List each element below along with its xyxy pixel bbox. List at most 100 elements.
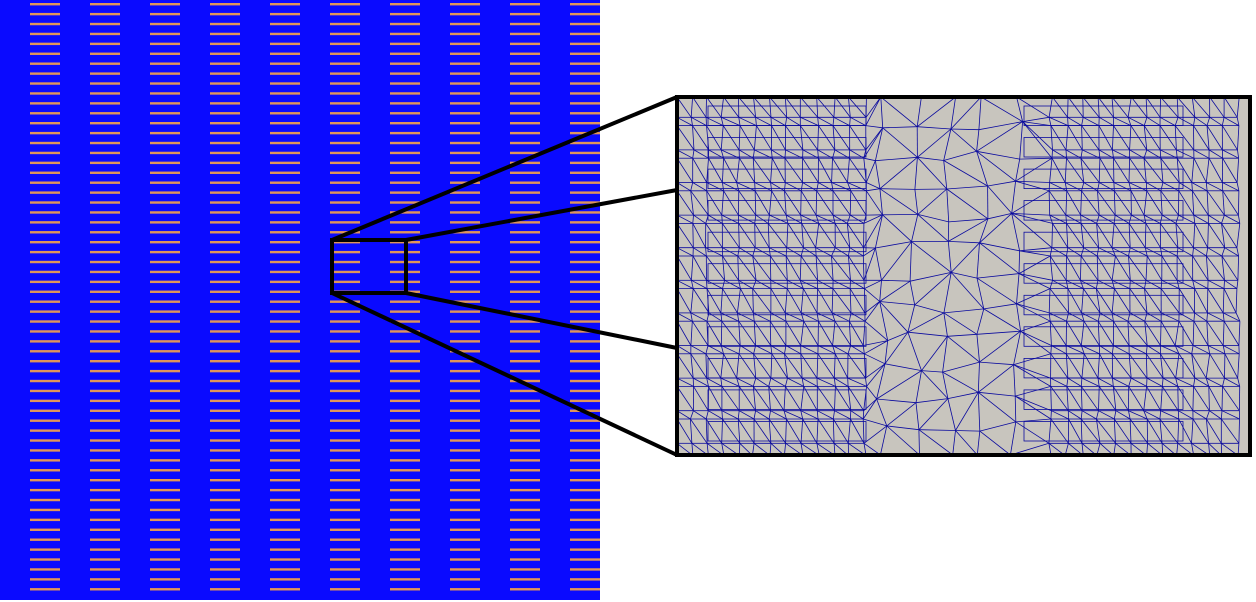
mesh-edge <box>755 345 773 355</box>
inclusion-strip <box>90 42 120 46</box>
mesh-edge <box>1193 149 1210 159</box>
mesh-edge <box>1052 223 1069 248</box>
mesh-edge <box>1175 214 1179 224</box>
mesh-edge <box>1222 386 1240 411</box>
inclusion-strip <box>90 102 120 105</box>
mesh-edge <box>1099 158 1115 183</box>
inclusion-strip <box>210 231 240 234</box>
mesh-edge <box>722 255 739 281</box>
inclusion-strip <box>570 201 600 204</box>
inclusion-strip <box>390 528 420 531</box>
mesh-edge <box>1223 116 1240 126</box>
mesh-edge <box>1144 288 1148 313</box>
inclusion-strip <box>510 538 540 541</box>
inclusion-strip <box>150 280 180 284</box>
mesh-edge <box>978 364 1014 393</box>
mesh-edge <box>1022 116 1050 122</box>
inclusion-strip <box>90 538 120 541</box>
inclusion-strip <box>270 429 300 432</box>
mesh-edge <box>800 214 819 224</box>
inclusion-strip <box>390 568 420 571</box>
inclusion-strip <box>210 528 240 531</box>
inclusion-strip-outline <box>1023 168 1184 190</box>
mesh-edge <box>1223 320 1240 346</box>
mesh-edge <box>1080 190 1082 216</box>
mesh-edge <box>677 214 693 224</box>
mesh-edge <box>800 288 804 313</box>
inclusion-strip <box>390 498 420 502</box>
mesh-edge <box>738 345 741 354</box>
inclusion-strip <box>210 62 240 65</box>
mesh-edge <box>720 312 739 322</box>
inclusion-strip <box>510 389 540 393</box>
mesh-edge <box>832 288 852 314</box>
mesh-edge <box>1131 377 1147 387</box>
mesh-edge <box>693 149 709 159</box>
mesh-edge <box>816 312 836 322</box>
mesh-edge <box>983 303 1017 310</box>
inclusion-strip <box>450 399 480 403</box>
mesh-edge <box>1206 190 1225 216</box>
inclusion-strip <box>210 52 240 55</box>
mesh-edge <box>1224 353 1239 379</box>
inclusion-strip <box>270 409 300 412</box>
mesh-edge <box>706 279 723 289</box>
inclusion-strip <box>270 122 300 125</box>
mesh-edge <box>1081 377 1100 387</box>
mesh-edge <box>1097 279 1115 289</box>
mesh-edge <box>1208 386 1210 411</box>
mesh-edge <box>831 158 833 183</box>
mesh-edge <box>1207 345 1211 354</box>
mesh-edge <box>1192 345 1210 355</box>
mesh-edge <box>1014 396 1017 422</box>
inclusion-strip <box>210 449 240 452</box>
inclusion-strip <box>90 72 120 75</box>
mesh-edge <box>767 223 788 248</box>
mesh-edge <box>799 280 804 289</box>
inclusion-strip-outline <box>1023 421 1184 442</box>
inclusion-strip <box>570 270 600 274</box>
inclusion-strip <box>270 22 300 26</box>
inclusion-strip <box>90 122 120 125</box>
mesh-edge <box>753 345 756 354</box>
inclusion-strip <box>510 369 540 373</box>
inclusion-strip <box>30 241 60 244</box>
inclusion-strip <box>210 360 240 363</box>
mesh-edge <box>917 214 949 242</box>
inclusion-strip <box>450 241 480 244</box>
mesh-edge <box>818 182 834 192</box>
mesh-edge <box>787 223 804 248</box>
mesh-edge <box>800 321 805 346</box>
mesh-edge <box>1206 321 1209 346</box>
inclusion-strip <box>570 42 600 46</box>
inclusion-strip <box>210 429 240 432</box>
mesh-edge <box>1112 386 1117 411</box>
mesh-edge <box>976 129 980 152</box>
mesh-edge <box>1049 255 1067 281</box>
mesh-edge <box>882 214 912 242</box>
inclusion-strip <box>570 151 600 155</box>
mesh-edge <box>833 116 850 126</box>
mesh-edge <box>818 320 833 346</box>
inclusion-strip <box>510 399 540 403</box>
inclusion-strip <box>390 360 420 363</box>
mesh-edge <box>1206 255 1209 281</box>
mesh-edge <box>784 345 787 354</box>
mesh-edge <box>817 279 834 289</box>
inclusion-strip <box>90 479 120 482</box>
mesh-edge <box>1048 97 1053 118</box>
mesh-edge <box>865 378 867 387</box>
mesh-edge <box>1221 223 1226 248</box>
mesh-edge <box>831 312 836 322</box>
inclusion-strip <box>510 82 540 85</box>
inclusion-strip <box>510 350 540 353</box>
mesh-edge <box>942 371 979 393</box>
mesh-edge <box>978 97 982 130</box>
mesh-edge <box>866 182 881 190</box>
inclusion-strip <box>570 12 600 16</box>
mesh-edge <box>1080 223 1099 248</box>
mesh-edge <box>1010 421 1017 455</box>
inclusion-strip <box>90 181 120 184</box>
mesh-edge <box>816 410 819 420</box>
inclusion-strip <box>330 518 360 522</box>
